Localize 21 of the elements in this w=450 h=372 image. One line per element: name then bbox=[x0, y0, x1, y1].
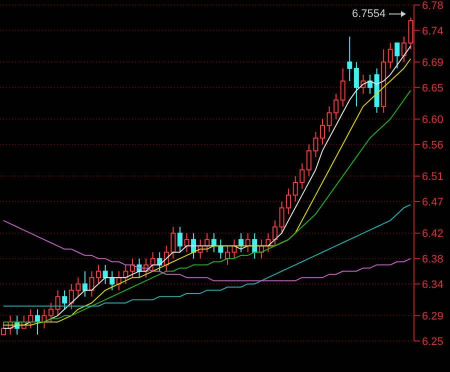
y-tick-label: 6.65 bbox=[422, 82, 444, 94]
candlestick bbox=[320, 118, 325, 145]
line-series bbox=[2, 220, 412, 282]
y-tick-label: 6.69 bbox=[422, 56, 444, 69]
candlestick bbox=[354, 62, 359, 107]
y-tick-label: 6.56 bbox=[422, 139, 444, 152]
candlestick bbox=[388, 42, 393, 69]
y-tick-label: 6.47 bbox=[422, 196, 444, 208]
y-tick-label: 6.78 bbox=[422, 0, 444, 12]
y-tick-label: 6.38 bbox=[422, 253, 444, 266]
candlestick bbox=[347, 36, 352, 82]
y-tick-label: 6.29 bbox=[422, 310, 444, 323]
y-tick-label: 6.34 bbox=[422, 278, 444, 291]
candlestick bbox=[381, 48, 386, 114]
y-tick-label: 6.25 bbox=[422, 336, 444, 348]
y-tick-label: 6.51 bbox=[422, 171, 444, 184]
annotation: 6.7554 bbox=[352, 8, 386, 20]
y-tick-label: 6.42 bbox=[422, 228, 444, 240]
y-tick-label: 6.74 bbox=[422, 25, 444, 38]
candlestick bbox=[340, 68, 346, 107]
y-tick-label: 6.60 bbox=[422, 114, 444, 126]
